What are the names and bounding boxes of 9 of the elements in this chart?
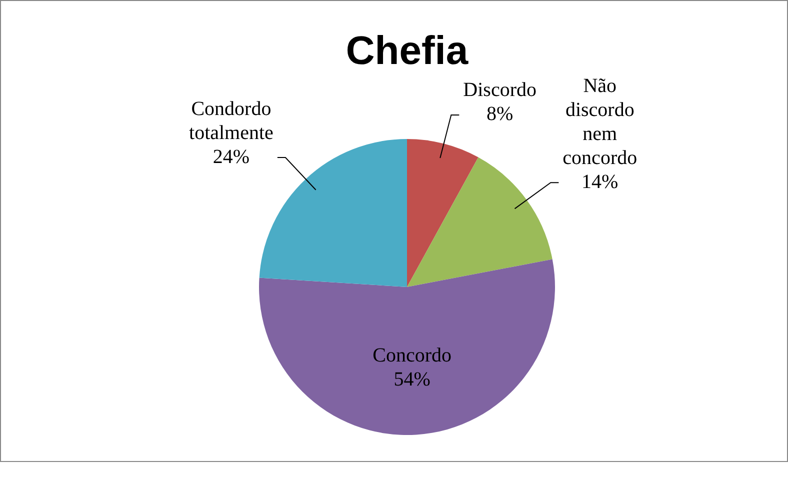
slice-label: Não discordo nem concordo — [562, 74, 638, 169]
data-label: 14% — [582, 170, 618, 193]
slice-label: Discordo — [463, 79, 536, 102]
slice-label: Concordo — [372, 344, 452, 366]
data-label: 8% — [486, 103, 514, 126]
data-label: 54% — [394, 368, 430, 390]
slice-label: Condordo totalmente — [189, 98, 274, 144]
chart-title: Chefia — [346, 29, 469, 74]
data-label: 24% — [212, 146, 250, 168]
